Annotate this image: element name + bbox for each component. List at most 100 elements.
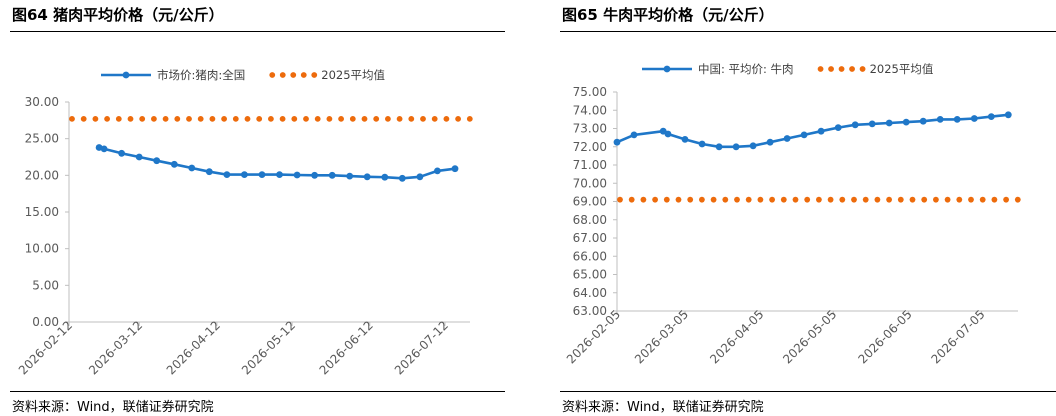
price-point	[698, 140, 706, 148]
average-dot	[1003, 196, 1009, 203]
average-dot	[209, 115, 216, 122]
average-dot	[839, 196, 846, 203]
average-dot	[443, 115, 450, 122]
y-tick-label: 71.00	[573, 158, 607, 172]
price-point	[434, 167, 441, 175]
y-tick-label: 30.00	[25, 95, 59, 109]
average-dot	[291, 115, 298, 122]
price-line	[98, 146, 456, 180]
y-tick-label: 67.00	[573, 231, 607, 245]
average-dot	[757, 196, 764, 203]
price-point	[153, 157, 161, 165]
average-dot	[628, 196, 635, 203]
average-dot	[151, 115, 157, 122]
y-tick-label: 65.00	[573, 268, 607, 282]
price-point	[416, 173, 424, 181]
figure-title: 图65 牛肉平均价格（元/公斤）	[562, 6, 774, 24]
average-dot	[256, 115, 263, 122]
average-dot	[139, 115, 146, 122]
source-note: 资料来源：Wind，联储证券研究院	[12, 400, 214, 415]
price-point	[902, 118, 910, 126]
y-tick-label: 73.00	[573, 122, 607, 136]
x-tick-label: 2026-06-12	[317, 318, 376, 377]
legend: 市场价:猪肉:全国 2025平均值	[101, 68, 386, 82]
average-dot	[420, 115, 426, 122]
average-dot	[687, 196, 694, 203]
y-tick-label: 72.00	[573, 140, 607, 154]
price-point	[118, 149, 125, 157]
average-dot	[197, 115, 204, 122]
price-point	[398, 174, 406, 182]
average-dot	[466, 115, 473, 122]
average-dot	[338, 115, 344, 122]
average-dot	[244, 115, 251, 122]
price-point	[205, 168, 213, 176]
price-point	[451, 165, 459, 173]
price-point	[749, 142, 757, 150]
y-tick-label: 68.00	[573, 213, 607, 227]
price-point	[276, 171, 283, 179]
legend-dot	[269, 72, 276, 78]
average-dot	[979, 196, 986, 203]
legend-marker	[122, 71, 130, 79]
x-tick-label: 2026-06-05	[856, 307, 915, 366]
x-tick-label: 2026-04-05	[707, 307, 766, 366]
title-divider	[560, 31, 1056, 32]
price-point	[885, 119, 893, 127]
price-point	[851, 121, 859, 129]
average-dot	[804, 196, 811, 203]
y-tick-label: 15.00	[25, 205, 59, 219]
average-dot	[956, 196, 963, 203]
legend-dot	[817, 66, 824, 72]
average-dot	[640, 196, 647, 203]
price-line	[616, 113, 1009, 149]
average-dot	[780, 196, 787, 203]
average-dot	[431, 115, 438, 122]
pork-price-chart: 0.005.0010.0015.0020.0025.0030.002026-02…	[16, 68, 473, 377]
average-dot	[874, 196, 881, 203]
average-dot	[792, 196, 799, 203]
price-point	[381, 173, 389, 181]
average-dot	[699, 196, 705, 203]
price-point	[328, 171, 336, 179]
legend-dot	[279, 72, 286, 78]
average-dot	[1014, 196, 1021, 203]
y-tick-label: 75.00	[573, 85, 607, 99]
average-dot	[174, 115, 181, 122]
average-dot	[326, 115, 333, 122]
legend-dot	[838, 66, 845, 72]
source-note: 资料来源：Wind，联储证券研究院	[562, 400, 764, 415]
price-point	[664, 130, 672, 138]
y-tick-label: 69.00	[573, 195, 607, 209]
legend-marker	[663, 65, 671, 73]
price-point	[970, 115, 978, 122]
legend-label: 中国: 平均价: 牛肉	[698, 62, 794, 76]
average-2025-dotted-line	[69, 115, 473, 122]
average-dot	[69, 115, 75, 122]
average-dot	[396, 115, 403, 122]
price-point	[1004, 111, 1012, 119]
y-tick-label: 0.00	[32, 315, 59, 329]
average-dot	[734, 196, 740, 203]
x-tick-label: 2026-05-05	[780, 307, 839, 366]
x-tick-label: 2026-03-05	[632, 307, 691, 366]
y-tick-label: 5.00	[32, 278, 59, 292]
average-dot	[92, 115, 99, 122]
y-tick-label: 63.00	[573, 304, 607, 318]
legend-dotted-swatch	[817, 66, 866, 72]
legend-dot	[290, 72, 297, 78]
legend-dotted-swatch	[269, 72, 318, 78]
y-tick-label: 74.00	[573, 103, 607, 117]
legend-dot	[300, 72, 307, 78]
average-dot	[314, 115, 321, 122]
average-dot	[617, 196, 623, 203]
average-dot	[769, 196, 775, 203]
average-dot	[886, 196, 892, 203]
average-dot	[968, 196, 974, 203]
average-dot	[373, 115, 380, 122]
source-divider	[560, 391, 1056, 392]
price-point	[223, 171, 231, 179]
average-dot	[303, 115, 309, 122]
x-tick-label: 2026-07-12	[392, 318, 451, 377]
average-dot	[221, 115, 228, 122]
